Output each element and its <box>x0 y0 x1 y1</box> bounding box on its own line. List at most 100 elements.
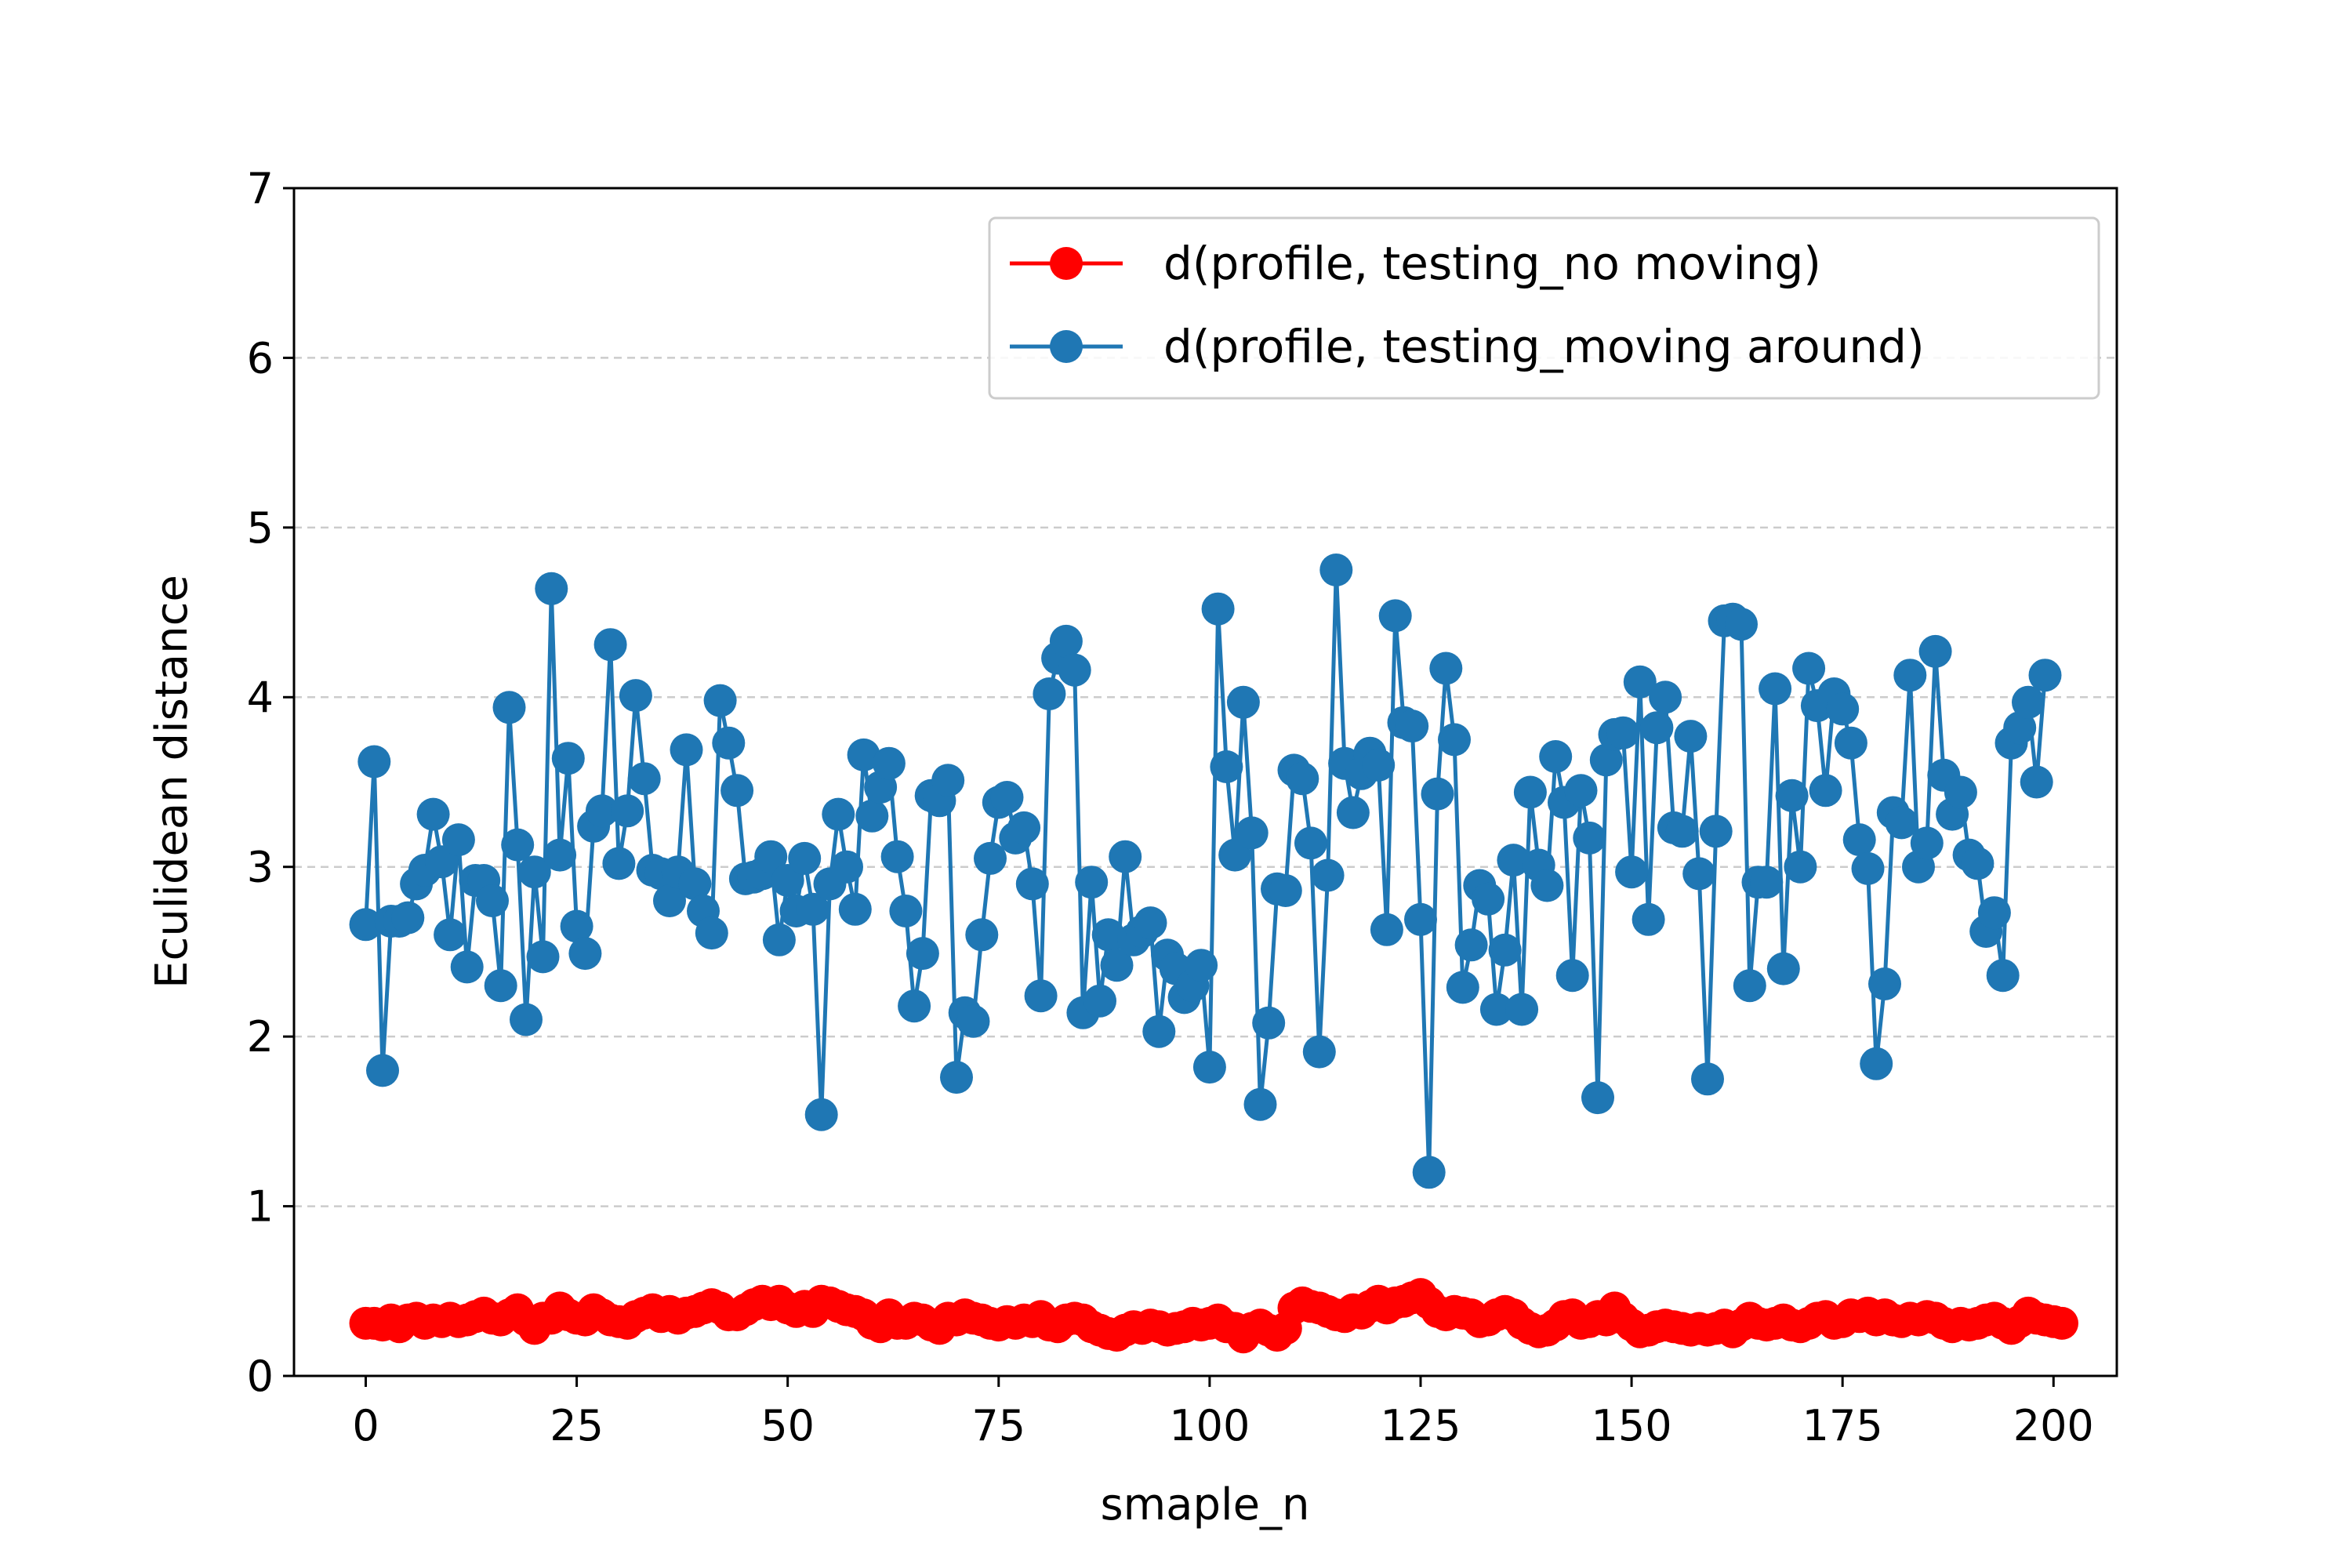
y-tick-label: 3 <box>247 843 274 892</box>
data-point <box>1860 1047 1893 1080</box>
data-point <box>611 794 644 828</box>
data-point <box>1623 665 1657 699</box>
data-point <box>1033 677 1066 710</box>
data-point <box>602 847 636 880</box>
data-point <box>2003 711 2037 745</box>
data-point <box>349 908 383 942</box>
legend-item: d(profile, testing_no moving) <box>1010 237 1821 290</box>
data-point <box>678 867 712 901</box>
x-tick-label: 25 <box>550 1401 604 1450</box>
data-point <box>1083 984 1116 1018</box>
data-point <box>1421 777 1454 811</box>
data-point <box>880 840 914 873</box>
data-point <box>940 1061 973 1094</box>
plot-frame <box>292 187 2118 1377</box>
y-tick-label: 4 <box>247 673 274 722</box>
data-point <box>1665 815 1699 848</box>
data-point <box>441 823 475 857</box>
data-point <box>855 799 889 833</box>
data-point <box>1842 823 1876 857</box>
data-point <box>889 895 923 927</box>
data-point <box>1682 857 1716 891</box>
data-point <box>956 1004 990 1038</box>
data-point <box>797 892 829 926</box>
x-tick-label: 175 <box>1802 1401 1883 1450</box>
data-point <box>1691 1062 1724 1096</box>
data-point <box>1885 806 1918 840</box>
data-point <box>358 745 391 779</box>
x-tick-label: 150 <box>1592 1401 1672 1450</box>
data-point <box>1294 826 1327 860</box>
data-point <box>1311 858 1345 892</box>
data-point <box>670 733 703 767</box>
data-point <box>366 1054 399 1087</box>
data-point <box>838 892 872 926</box>
data-point <box>906 937 939 971</box>
data-point <box>1429 652 1463 685</box>
data-point <box>990 781 1024 814</box>
data-point <box>1142 1014 1176 1048</box>
data-point <box>1438 723 1471 757</box>
data-point <box>1674 720 1708 753</box>
data-point <box>1479 993 1513 1026</box>
data-point <box>1826 692 1860 726</box>
data-point <box>543 838 577 872</box>
data-point <box>931 764 965 797</box>
data-point <box>1243 1087 1277 1121</box>
legend: d(profile, testing_no moving) d(profile, … <box>988 216 2100 400</box>
data-point <box>1378 599 1412 633</box>
data-point <box>1192 1051 1226 1084</box>
data-point <box>1640 711 1674 745</box>
data-point <box>653 884 686 917</box>
y-tick-label: 1 <box>247 1182 274 1232</box>
legend-marker <box>1050 247 1083 280</box>
data-point <box>568 937 602 971</box>
data-point <box>847 738 880 771</box>
data-point <box>1632 902 1665 936</box>
data-point <box>1109 840 1142 873</box>
data-point <box>1100 949 1134 982</box>
data-point <box>1488 933 1522 967</box>
data-point <box>1893 659 1927 692</box>
data-point <box>1454 928 1488 962</box>
data-point <box>1750 866 1784 899</box>
series-1 <box>349 554 2062 1189</box>
data-point <box>450 950 484 984</box>
data-point <box>1986 959 2020 993</box>
data-point <box>1269 874 1302 907</box>
data-point <box>804 1098 838 1131</box>
legend-item: d(profile, testing_moving around) <box>1010 320 1925 373</box>
data-point <box>1809 774 1842 808</box>
data-point <box>1226 685 1260 719</box>
data-point <box>1733 969 1766 1003</box>
data-point <box>898 989 931 1023</box>
data-point <box>1581 1081 1614 1115</box>
data-point <box>476 884 509 917</box>
data-point <box>1362 748 1396 782</box>
data-point <box>619 679 652 713</box>
data-point <box>720 774 754 808</box>
x-tick-label: 200 <box>2013 1401 2094 1450</box>
data-point <box>1784 850 1817 884</box>
data-point <box>1058 653 1091 687</box>
data-point <box>1606 716 1640 750</box>
data-point <box>1319 554 1353 586</box>
data-point <box>627 762 661 796</box>
data-point <box>391 901 425 935</box>
legend-box <box>988 216 2100 400</box>
series-layer <box>349 554 2078 1354</box>
data-point <box>1725 608 1758 641</box>
series-0 <box>349 1278 2078 1354</box>
data-point <box>1834 726 1867 760</box>
data-point <box>712 726 746 760</box>
data-point <box>535 572 568 605</box>
data-point <box>974 841 1007 875</box>
data-point <box>1918 634 1952 668</box>
data-point <box>703 684 737 717</box>
data-point <box>1185 949 1218 982</box>
data-point <box>1015 867 1049 901</box>
data-point <box>1497 844 1530 877</box>
data-point <box>1370 913 1403 946</box>
data-point <box>1868 967 1901 1000</box>
